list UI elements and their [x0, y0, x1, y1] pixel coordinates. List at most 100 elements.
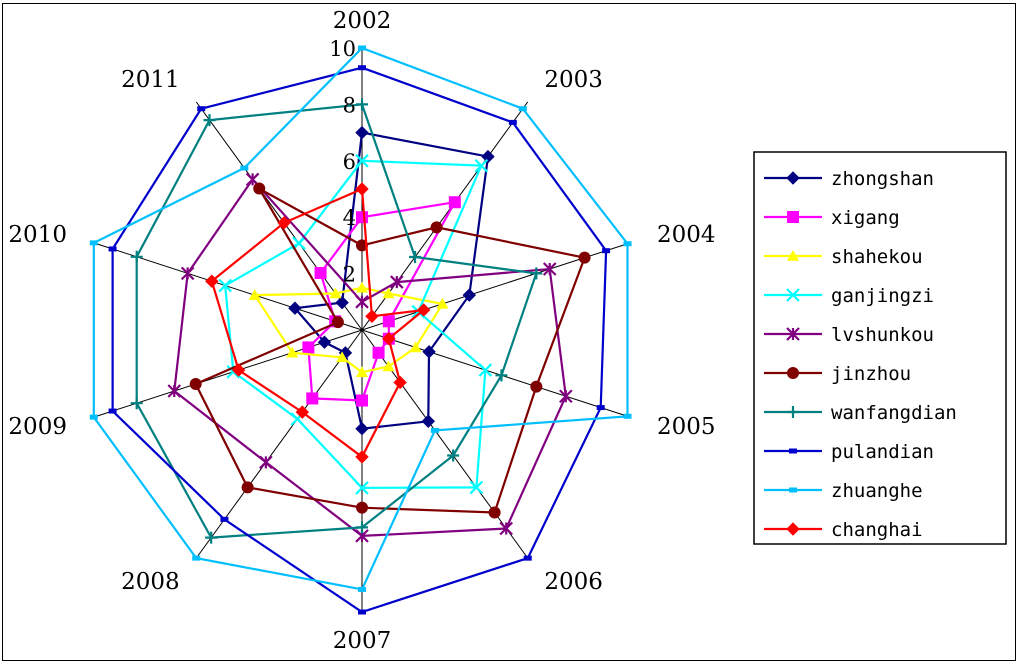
legend-entry-pulandian: pulandian — [764, 441, 934, 463]
legend: zhongshan xigang shahekou ganjingzi lvshunko… — [753, 151, 1007, 545]
data-point-shahekou-2004 — [436, 297, 449, 309]
data-point-pulandian-2010 — [108, 246, 117, 252]
data-point-pulandian-2009 — [108, 408, 117, 414]
data-point-xigang-2008 — [306, 392, 319, 405]
legend-label-xigang: xigang — [831, 207, 900, 229]
data-point-xigang-2003 — [448, 196, 461, 209]
series-zhuanghe — [89, 45, 632, 592]
legend-entry-xigang: xigang — [764, 207, 900, 229]
series-wanfangdian — [130, 98, 543, 544]
data-point-zhuanghe-2007 — [358, 586, 366, 592]
data-point-shahekou-2002 — [356, 281, 368, 293]
spoke-2008 — [195, 329, 363, 559]
tick-label-2: 2 — [343, 263, 356, 287]
data-point-shahekou-2003 — [382, 287, 395, 299]
legend-entry-wanfangdian: wanfangdian — [764, 402, 957, 424]
legend-marker-jinzhou — [787, 367, 799, 379]
data-point-shahekou-2009 — [286, 346, 299, 358]
series-pulandian — [108, 65, 611, 615]
data-point-shahekou-2007 — [356, 366, 368, 378]
legend-label-lvshunkou: lvshunkou — [831, 324, 934, 346]
data-point-wanfangdian-2004 — [530, 267, 543, 280]
data-point-jinzhou-2002 — [356, 239, 368, 252]
data-point-zhongshan-2002 — [355, 125, 369, 140]
legend-marker-shahekou — [787, 250, 799, 261]
data-point-pulandian-2007 — [358, 609, 366, 615]
data-point-jinzhou-2007 — [356, 501, 368, 514]
data-point-zhongshan-2003 — [481, 149, 495, 164]
data-point-wanfangdian-2007 — [356, 521, 368, 534]
series-line-jinzhou — [194, 185, 587, 514]
series-layer — [89, 45, 632, 615]
series-shahekou — [248, 281, 449, 378]
tick-label-8: 8 — [343, 93, 356, 117]
series-zhongshan — [288, 125, 495, 436]
data-point-zhuanghe-2006 — [430, 427, 439, 433]
legend-label-zhongshan: zhongshan — [831, 168, 934, 190]
data-point-pulandian-2006 — [523, 555, 532, 561]
legend-label-shahekou: shahekou — [831, 246, 923, 268]
legend-label-pulandian: pulandian — [831, 441, 934, 463]
category-label-2007: 2007 — [333, 628, 392, 654]
data-point-zhongshan-2007 — [355, 421, 369, 436]
data-point-changhai-2011 — [277, 216, 291, 230]
data-point-zhongshan-2011 — [335, 295, 349, 310]
data-point-ganjingzi-2005 — [478, 363, 493, 377]
data-point-pulandian-2005 — [596, 405, 605, 411]
category-label-2009: 2009 — [8, 414, 67, 440]
tick-label-6: 6 — [343, 150, 356, 174]
data-point-xigang-2009 — [302, 341, 315, 354]
data-point-wanfangdian-2002 — [356, 98, 368, 111]
data-point-wanfangdian-2010 — [130, 250, 143, 263]
data-point-pulandian-2002 — [358, 65, 366, 71]
data-point-pulandian-2004 — [602, 248, 611, 254]
legend-entry-ganjingzi: ganjingzi — [764, 285, 934, 307]
data-point-changhai-2008 — [295, 405, 310, 419]
data-point-zhuanghe-2008 — [192, 555, 201, 561]
legend-marker-wanfangdian — [787, 406, 799, 418]
data-point-wanfangdian-2003 — [409, 250, 422, 263]
category-label-2011: 2011 — [121, 67, 180, 93]
data-point-pulandian-2003 — [508, 119, 517, 125]
tick-label-4: 4 — [343, 206, 356, 230]
legend-marker-pulandian — [789, 448, 797, 454]
data-point-lvshunkou-2010 — [180, 266, 195, 281]
data-point-wanfangdian-2005 — [495, 369, 508, 382]
category-label-2010: 2010 — [8, 222, 67, 248]
series-changhai — [205, 182, 431, 464]
category-label-2006: 2006 — [544, 569, 603, 595]
data-point-changhai-2005 — [382, 332, 396, 346]
data-point-ganjingzi-2007 — [355, 481, 369, 495]
data-point-shahekou-2005 — [409, 341, 422, 353]
data-point-changhai-2003 — [365, 309, 379, 324]
data-point-changhai-2010 — [205, 274, 219, 288]
data-point-jinzhou-2009 — [189, 378, 202, 391]
legend-marker-zhuanghe — [789, 487, 797, 493]
data-point-xigang-2011 — [314, 266, 327, 279]
legend-label-jinzhou: jinzhou — [831, 363, 911, 385]
data-point-zhongshan-2006 — [421, 414, 436, 428]
data-point-xigang-2004 — [382, 315, 395, 328]
data-point-jinzhou-2008 — [241, 481, 254, 494]
legend-label-ganjingzi: ganjingzi — [831, 285, 934, 307]
legend-entry-jinzhou: jinzhou — [764, 363, 911, 385]
data-point-jinzhou-2006 — [488, 506, 501, 519]
legend-entry-shahekou: shahekou — [764, 246, 923, 268]
legend-label-changhai: changhai — [831, 519, 923, 541]
data-point-lvshunkou-2005 — [559, 389, 573, 404]
legend-entry-changhai: changhai — [764, 519, 923, 541]
category-label-2005: 2005 — [657, 414, 716, 440]
legend-marker-zhongshan — [786, 171, 800, 185]
data-point-zhuanghe-2011 — [240, 165, 249, 171]
category-label-2008: 2008 — [121, 569, 180, 595]
data-point-zhuanghe-2004 — [623, 241, 632, 247]
data-point-wanfangdian-2006 — [447, 449, 460, 462]
data-point-zhuanghe-2005 — [623, 413, 632, 419]
data-point-zhongshan-2009 — [317, 335, 332, 349]
data-point-lvshunkou-2002 — [355, 295, 369, 309]
data-point-zhuanghe-2003 — [518, 106, 527, 112]
data-point-jinzhou-2004 — [578, 251, 591, 264]
data-point-jinzhou-2005 — [530, 380, 543, 393]
data-point-xigang-2007 — [356, 394, 368, 407]
